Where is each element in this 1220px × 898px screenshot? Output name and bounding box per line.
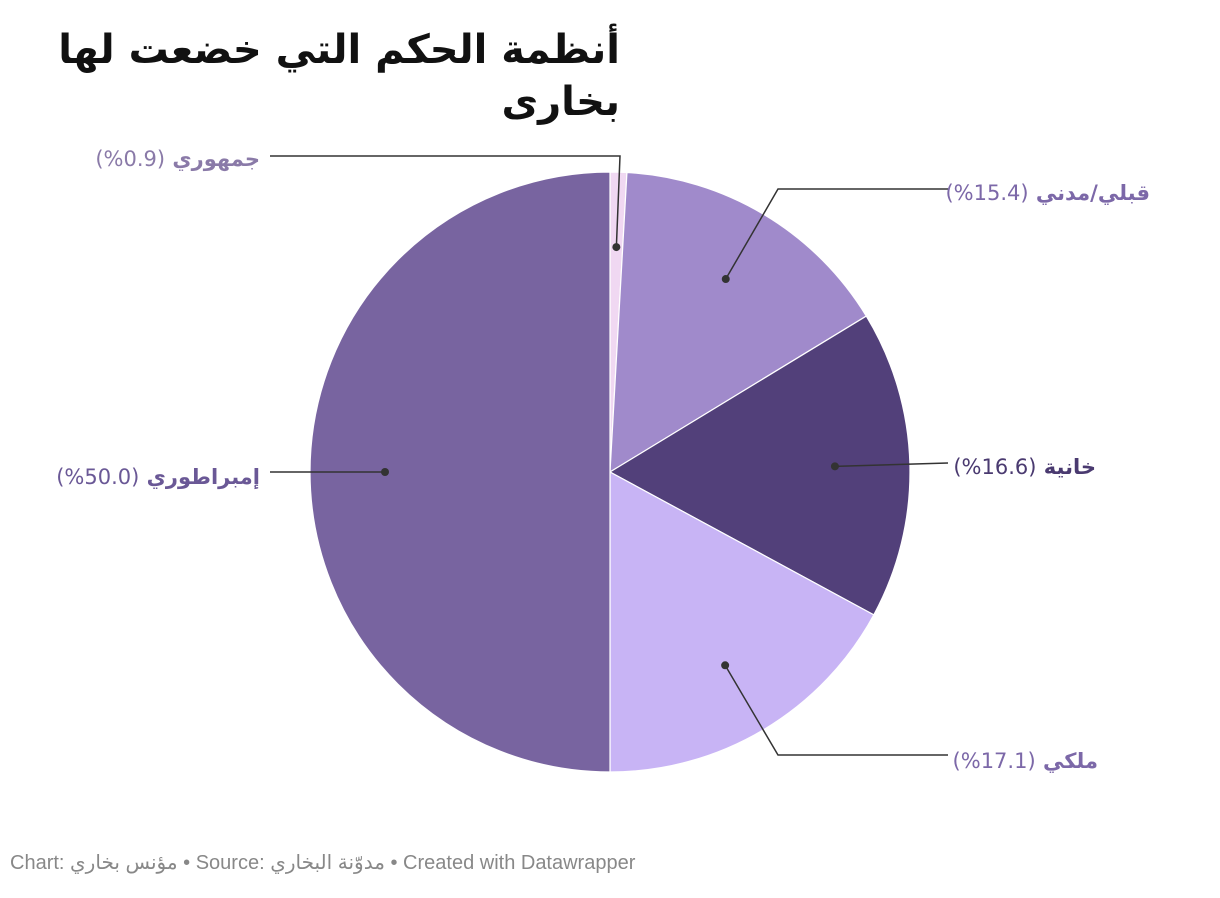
leader-line-3 bbox=[834, 462, 949, 468]
slice-label-4: ملكي (17.1%) bbox=[953, 749, 1098, 773]
slice-label-name: خانية bbox=[1036, 455, 1096, 479]
slice-label-name: جمهوري bbox=[165, 147, 260, 172]
slice-label-value: (17.1%) bbox=[953, 749, 1036, 773]
chart-title: أنظمة الحكم التي خضعت لها بخارى bbox=[58, 27, 620, 125]
slice-label-2: قبلي/مدني (15.4%) bbox=[945, 181, 1150, 205]
slice-label-3: خانية (16.6%) bbox=[953, 455, 1096, 479]
slice-label-name: إمبراطوري bbox=[139, 465, 260, 490]
leader-dot-1 bbox=[612, 243, 621, 252]
slice-label-value: (50.0%) bbox=[56, 465, 139, 489]
slice-label-5: إمبراطوري (50.0%) bbox=[56, 465, 260, 490]
slice-label-value: (16.6%) bbox=[953, 455, 1036, 479]
slice-label-value: (0.9%) bbox=[95, 147, 165, 171]
leader-dot-5 bbox=[381, 468, 389, 476]
leader-dot-3 bbox=[830, 462, 839, 471]
leader-line-2 bbox=[725, 188, 948, 280]
leader-dot-2 bbox=[721, 275, 730, 284]
slice-label-1: جمهوري (0.9%) bbox=[95, 147, 260, 172]
slice-label-name: ملكي bbox=[1036, 749, 1098, 773]
leader-line-1 bbox=[270, 155, 621, 248]
chart-footer: Chart: مؤنس بخاري • Source: مدوّنة البخا… bbox=[10, 852, 636, 874]
slice-label-name: قبلي/مدني bbox=[1029, 181, 1150, 205]
slice-label-value: (15.4%) bbox=[945, 181, 1028, 205]
leader-dot-4 bbox=[721, 661, 730, 670]
pie-slice-2 bbox=[609, 171, 868, 474]
leader-line-4 bbox=[724, 664, 948, 756]
